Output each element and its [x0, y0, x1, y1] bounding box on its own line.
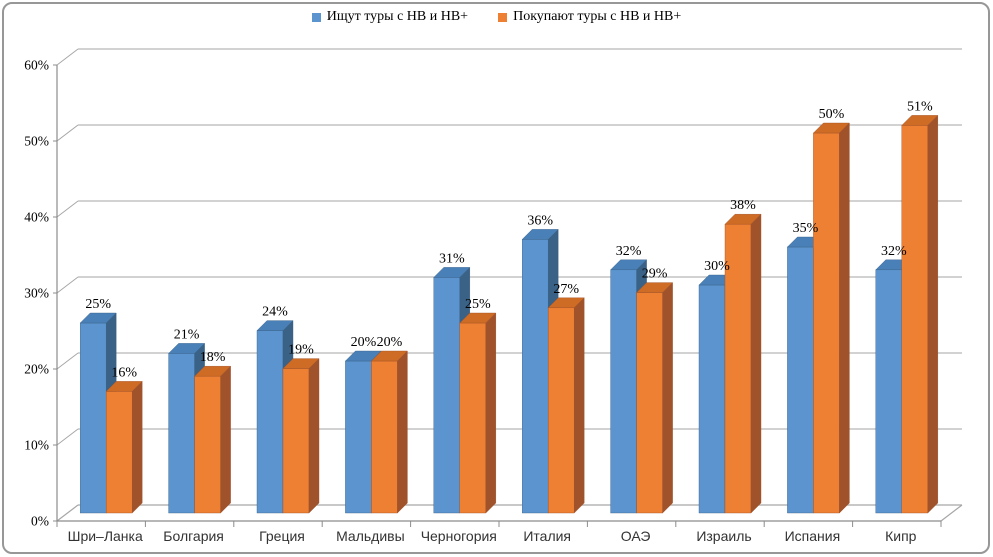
- bar-front-face: [105, 391, 133, 514]
- value-label: 21%: [174, 327, 200, 342]
- value-label: 30%: [704, 259, 730, 274]
- value-label: 18%: [200, 350, 226, 365]
- bar-front-face: [459, 322, 486, 514]
- value-label: 25%: [465, 297, 491, 312]
- bar-side-face: [662, 282, 673, 514]
- bar-front-face: [813, 132, 840, 514]
- legend-label-seeking: Ищут туры с HB и HB+: [326, 9, 469, 24]
- y-axis-label: 60%: [24, 58, 49, 73]
- bar-front-face: [522, 239, 549, 514]
- bar-buying-1: [194, 365, 232, 514]
- value-label: 50%: [819, 107, 845, 122]
- bars-group: [79, 114, 939, 514]
- x-axis-category-label: Черногория: [421, 528, 497, 544]
- bar-front-face: [371, 360, 398, 514]
- bar-buying-0: [105, 380, 143, 514]
- x-axis-category-label: Мальдивы: [336, 528, 405, 544]
- bar-front-face: [548, 307, 575, 514]
- gridline-depth: [56, 124, 79, 142]
- bar-buying-9: [901, 114, 939, 514]
- gridline-depth: [56, 276, 79, 294]
- bar-front-face: [256, 330, 284, 514]
- x-axis-category-label: Испания: [785, 528, 841, 544]
- gridline-depth: [56, 48, 79, 66]
- legend-swatch-buying-icon: [498, 12, 508, 22]
- y-axis-label: 30%: [24, 286, 49, 301]
- value-label: 35%: [793, 221, 819, 236]
- gridline-depth: [56, 428, 79, 446]
- value-label: 38%: [730, 198, 756, 213]
- y-axis-label: 0%: [31, 514, 49, 529]
- x-axis-category-label: Болгария: [163, 528, 224, 544]
- bar-side-face: [308, 358, 320, 514]
- bar-side-face: [750, 213, 762, 514]
- bar-side-face: [220, 365, 231, 514]
- gridline-depth: [56, 200, 79, 218]
- bar-side-face: [574, 297, 585, 514]
- y-axis-label: 40%: [24, 210, 49, 225]
- bar-buying-5: [547, 297, 585, 514]
- chart-legend: Ищут туры с HB и HB+ Покупают туры с HB …: [0, 9, 993, 25]
- y-axis-label: 20%: [24, 362, 49, 377]
- bar-side-face: [485, 312, 496, 514]
- legend-label-buying: Покупают туры с HB и HB+: [513, 9, 682, 24]
- legend-item-seeking: Ищут туры с HB и HB+: [311, 9, 469, 25]
- bar-front-face: [636, 292, 663, 514]
- value-label: 25%: [85, 297, 111, 312]
- bar-front-face: [901, 125, 928, 514]
- x-axis-category-label: ОАЭ: [621, 528, 651, 544]
- value-label: 29%: [642, 267, 668, 282]
- data-labels-group: 25%16%21%18%24%19%20% 20%31%25%36%27%32%2…: [85, 99, 933, 380]
- bar-buying-4: [459, 312, 497, 514]
- bar-front-face: [168, 353, 195, 514]
- gridline-depth: [56, 352, 79, 370]
- bar-front-face: [698, 284, 726, 514]
- bar-front-face: [875, 269, 902, 514]
- x-axis-category-label: Шри–Ланка: [68, 528, 143, 544]
- bar-side-face: [839, 122, 850, 514]
- y-axis-label: 50%: [24, 134, 49, 149]
- bar-buying-2: [282, 358, 320, 514]
- bar-front-face: [79, 322, 107, 514]
- bar-front-face: [433, 277, 460, 514]
- floor-right-edge: [940, 504, 963, 522]
- bar-buying-8: [812, 122, 850, 514]
- value-label: 20%: [377, 335, 403, 350]
- bar-front-face: [610, 269, 637, 514]
- value-label: 36%: [527, 213, 553, 228]
- legend-swatch-seeking-icon: [311, 12, 321, 22]
- bar-buying-7: [724, 213, 762, 514]
- value-label: 24%: [262, 305, 288, 320]
- legend-item-buying: Покупают туры с HB и HB+: [498, 9, 681, 25]
- value-label: 19%: [288, 343, 314, 358]
- floor-left-edge: [56, 504, 79, 522]
- value-label: 20%: [351, 335, 377, 350]
- bar-front-face: [724, 223, 752, 514]
- x-axis-category-label: Италия: [523, 528, 571, 544]
- bar-buying-6: [636, 282, 674, 514]
- bar-front-face: [194, 376, 221, 514]
- value-label: 31%: [439, 251, 465, 266]
- bar-side-face: [132, 380, 143, 514]
- bar-front-face: [282, 368, 310, 514]
- value-label: 32%: [616, 244, 642, 259]
- value-label: 51%: [907, 99, 933, 114]
- bar-front-face: [787, 246, 814, 514]
- value-label: 32%: [881, 244, 907, 259]
- bar-side-face: [397, 350, 408, 514]
- x-axis-category-label: Кипр: [885, 528, 917, 544]
- y-axis-label: 10%: [24, 438, 49, 453]
- bar-side-face: [927, 114, 938, 514]
- x-axis-category-label: Израиль: [696, 528, 751, 544]
- x-axis-category-label: Греция: [259, 528, 305, 544]
- bar-front-face: [345, 360, 372, 514]
- bar-buying-3: [370, 350, 408, 514]
- value-label: 27%: [553, 282, 579, 297]
- value-label: 16%: [111, 365, 137, 380]
